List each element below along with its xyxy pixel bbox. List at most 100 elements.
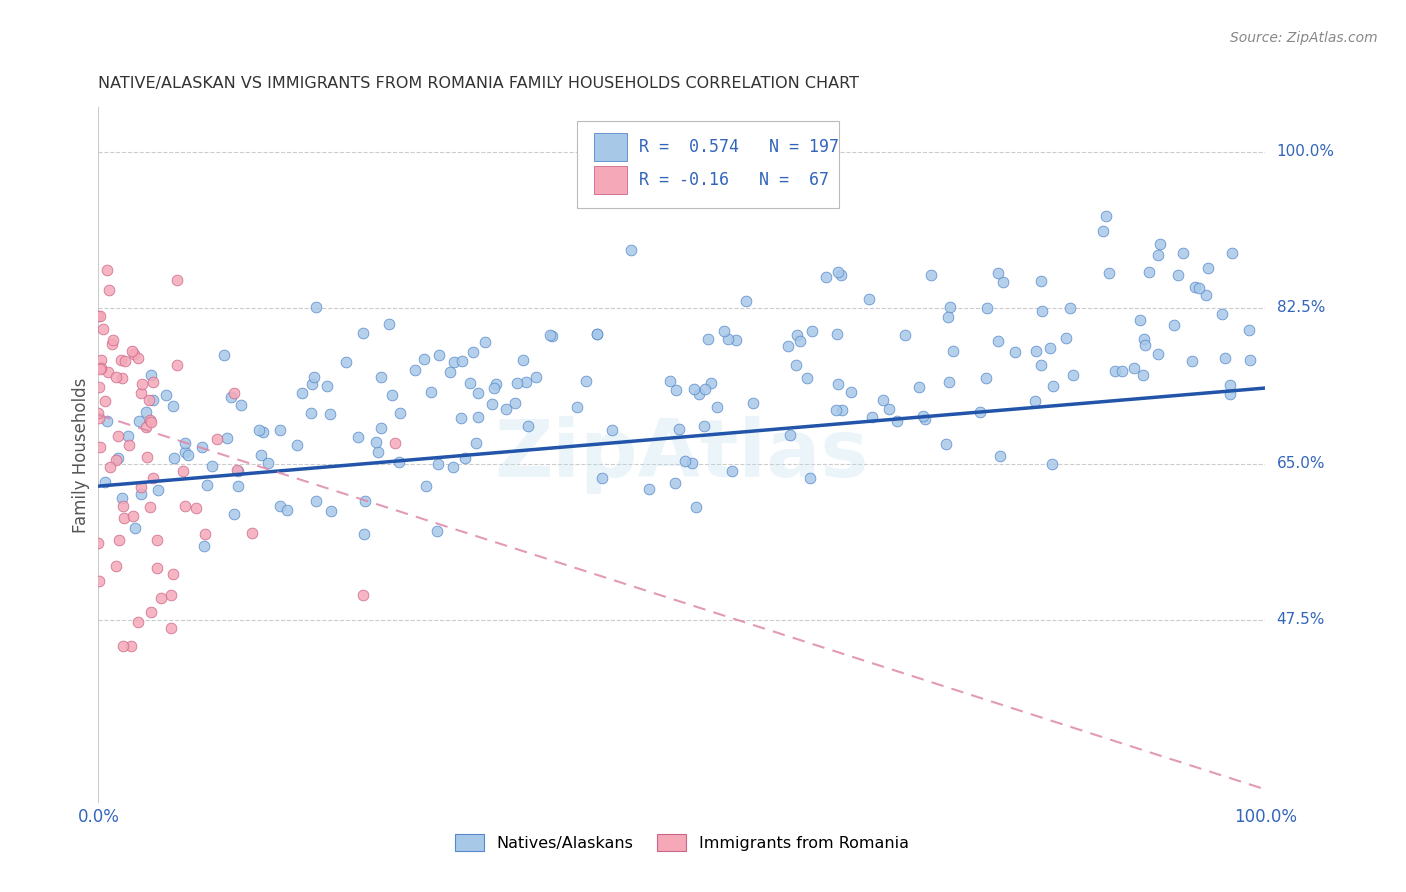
Point <box>124 521 146 535</box>
Point <box>174 499 197 513</box>
Point <box>138 393 160 408</box>
Point <box>586 327 609 342</box>
Point <box>388 455 411 469</box>
Point <box>936 310 959 325</box>
Point <box>1163 318 1185 332</box>
Point <box>219 390 242 404</box>
Point <box>160 588 183 602</box>
Text: R =  0.574   N = 197: R = 0.574 N = 197 <box>638 137 839 156</box>
Point <box>668 422 690 436</box>
Point <box>101 333 124 347</box>
Point <box>1135 337 1157 351</box>
Point <box>89 361 111 376</box>
Point <box>94 394 117 409</box>
Point <box>87 574 110 588</box>
Point <box>131 487 153 501</box>
Point <box>1197 261 1219 276</box>
Point <box>1149 236 1171 251</box>
Point <box>352 588 374 602</box>
Point <box>776 338 799 352</box>
Point <box>515 375 537 389</box>
Point <box>226 464 249 478</box>
Point <box>688 387 710 401</box>
Point <box>1104 364 1126 378</box>
Point <box>163 450 186 465</box>
Point <box>1173 246 1195 260</box>
Point <box>451 354 474 368</box>
Point <box>506 376 529 390</box>
Point <box>814 269 837 284</box>
Point <box>104 558 127 573</box>
Point <box>541 328 564 343</box>
Point <box>796 370 818 384</box>
Point <box>166 358 188 372</box>
Point <box>269 423 291 437</box>
Point <box>172 464 194 478</box>
Point <box>458 376 481 390</box>
Point <box>1042 379 1064 393</box>
Point <box>367 445 389 459</box>
Point <box>464 435 486 450</box>
Point <box>184 501 207 516</box>
Text: 100.0%: 100.0% <box>1277 145 1334 159</box>
Point <box>229 398 252 412</box>
Point <box>665 383 688 397</box>
Point <box>87 406 110 420</box>
Point <box>94 475 117 489</box>
Point <box>872 393 894 408</box>
Point <box>107 450 129 465</box>
Point <box>162 399 184 413</box>
Point <box>122 347 145 361</box>
Point <box>98 283 121 297</box>
Point <box>481 397 503 411</box>
Point <box>1222 245 1244 260</box>
Point <box>693 418 716 433</box>
Point <box>135 419 157 434</box>
Point <box>194 527 217 541</box>
Point <box>825 403 848 417</box>
Point <box>725 333 748 347</box>
Point <box>97 365 120 379</box>
Point <box>974 371 997 385</box>
Legend: Natives/Alaskans, Immigrants from Romania: Natives/Alaskans, Immigrants from Romani… <box>449 828 915 857</box>
Point <box>860 410 883 425</box>
Point <box>112 511 135 525</box>
Point <box>1166 268 1188 282</box>
Point <box>105 452 128 467</box>
Point <box>1098 267 1121 281</box>
Point <box>658 374 681 388</box>
Point <box>222 507 245 521</box>
Point <box>942 344 965 359</box>
Point <box>89 309 111 323</box>
Point <box>427 348 450 362</box>
Point <box>620 243 643 257</box>
Point <box>742 396 765 410</box>
Point <box>495 402 517 417</box>
Point <box>146 560 169 574</box>
Point <box>482 381 505 395</box>
Point <box>89 440 111 454</box>
Point <box>912 409 935 423</box>
Point <box>516 419 538 434</box>
Point <box>302 370 325 384</box>
Point <box>700 376 723 390</box>
Point <box>1146 346 1168 360</box>
Point <box>987 266 1010 280</box>
Point <box>201 458 224 473</box>
Point <box>389 406 412 420</box>
Point <box>305 300 328 314</box>
Point <box>443 355 465 369</box>
Point <box>1195 287 1218 301</box>
Point <box>321 503 343 517</box>
Point <box>831 403 853 417</box>
Point <box>381 388 404 402</box>
Point <box>1094 209 1116 223</box>
Point <box>681 456 703 470</box>
Point <box>240 526 263 541</box>
Point <box>1024 394 1046 409</box>
Y-axis label: Family Households: Family Households <box>72 377 90 533</box>
Point <box>830 268 852 283</box>
Point <box>148 483 170 497</box>
Point <box>538 327 561 342</box>
Point <box>149 591 172 605</box>
